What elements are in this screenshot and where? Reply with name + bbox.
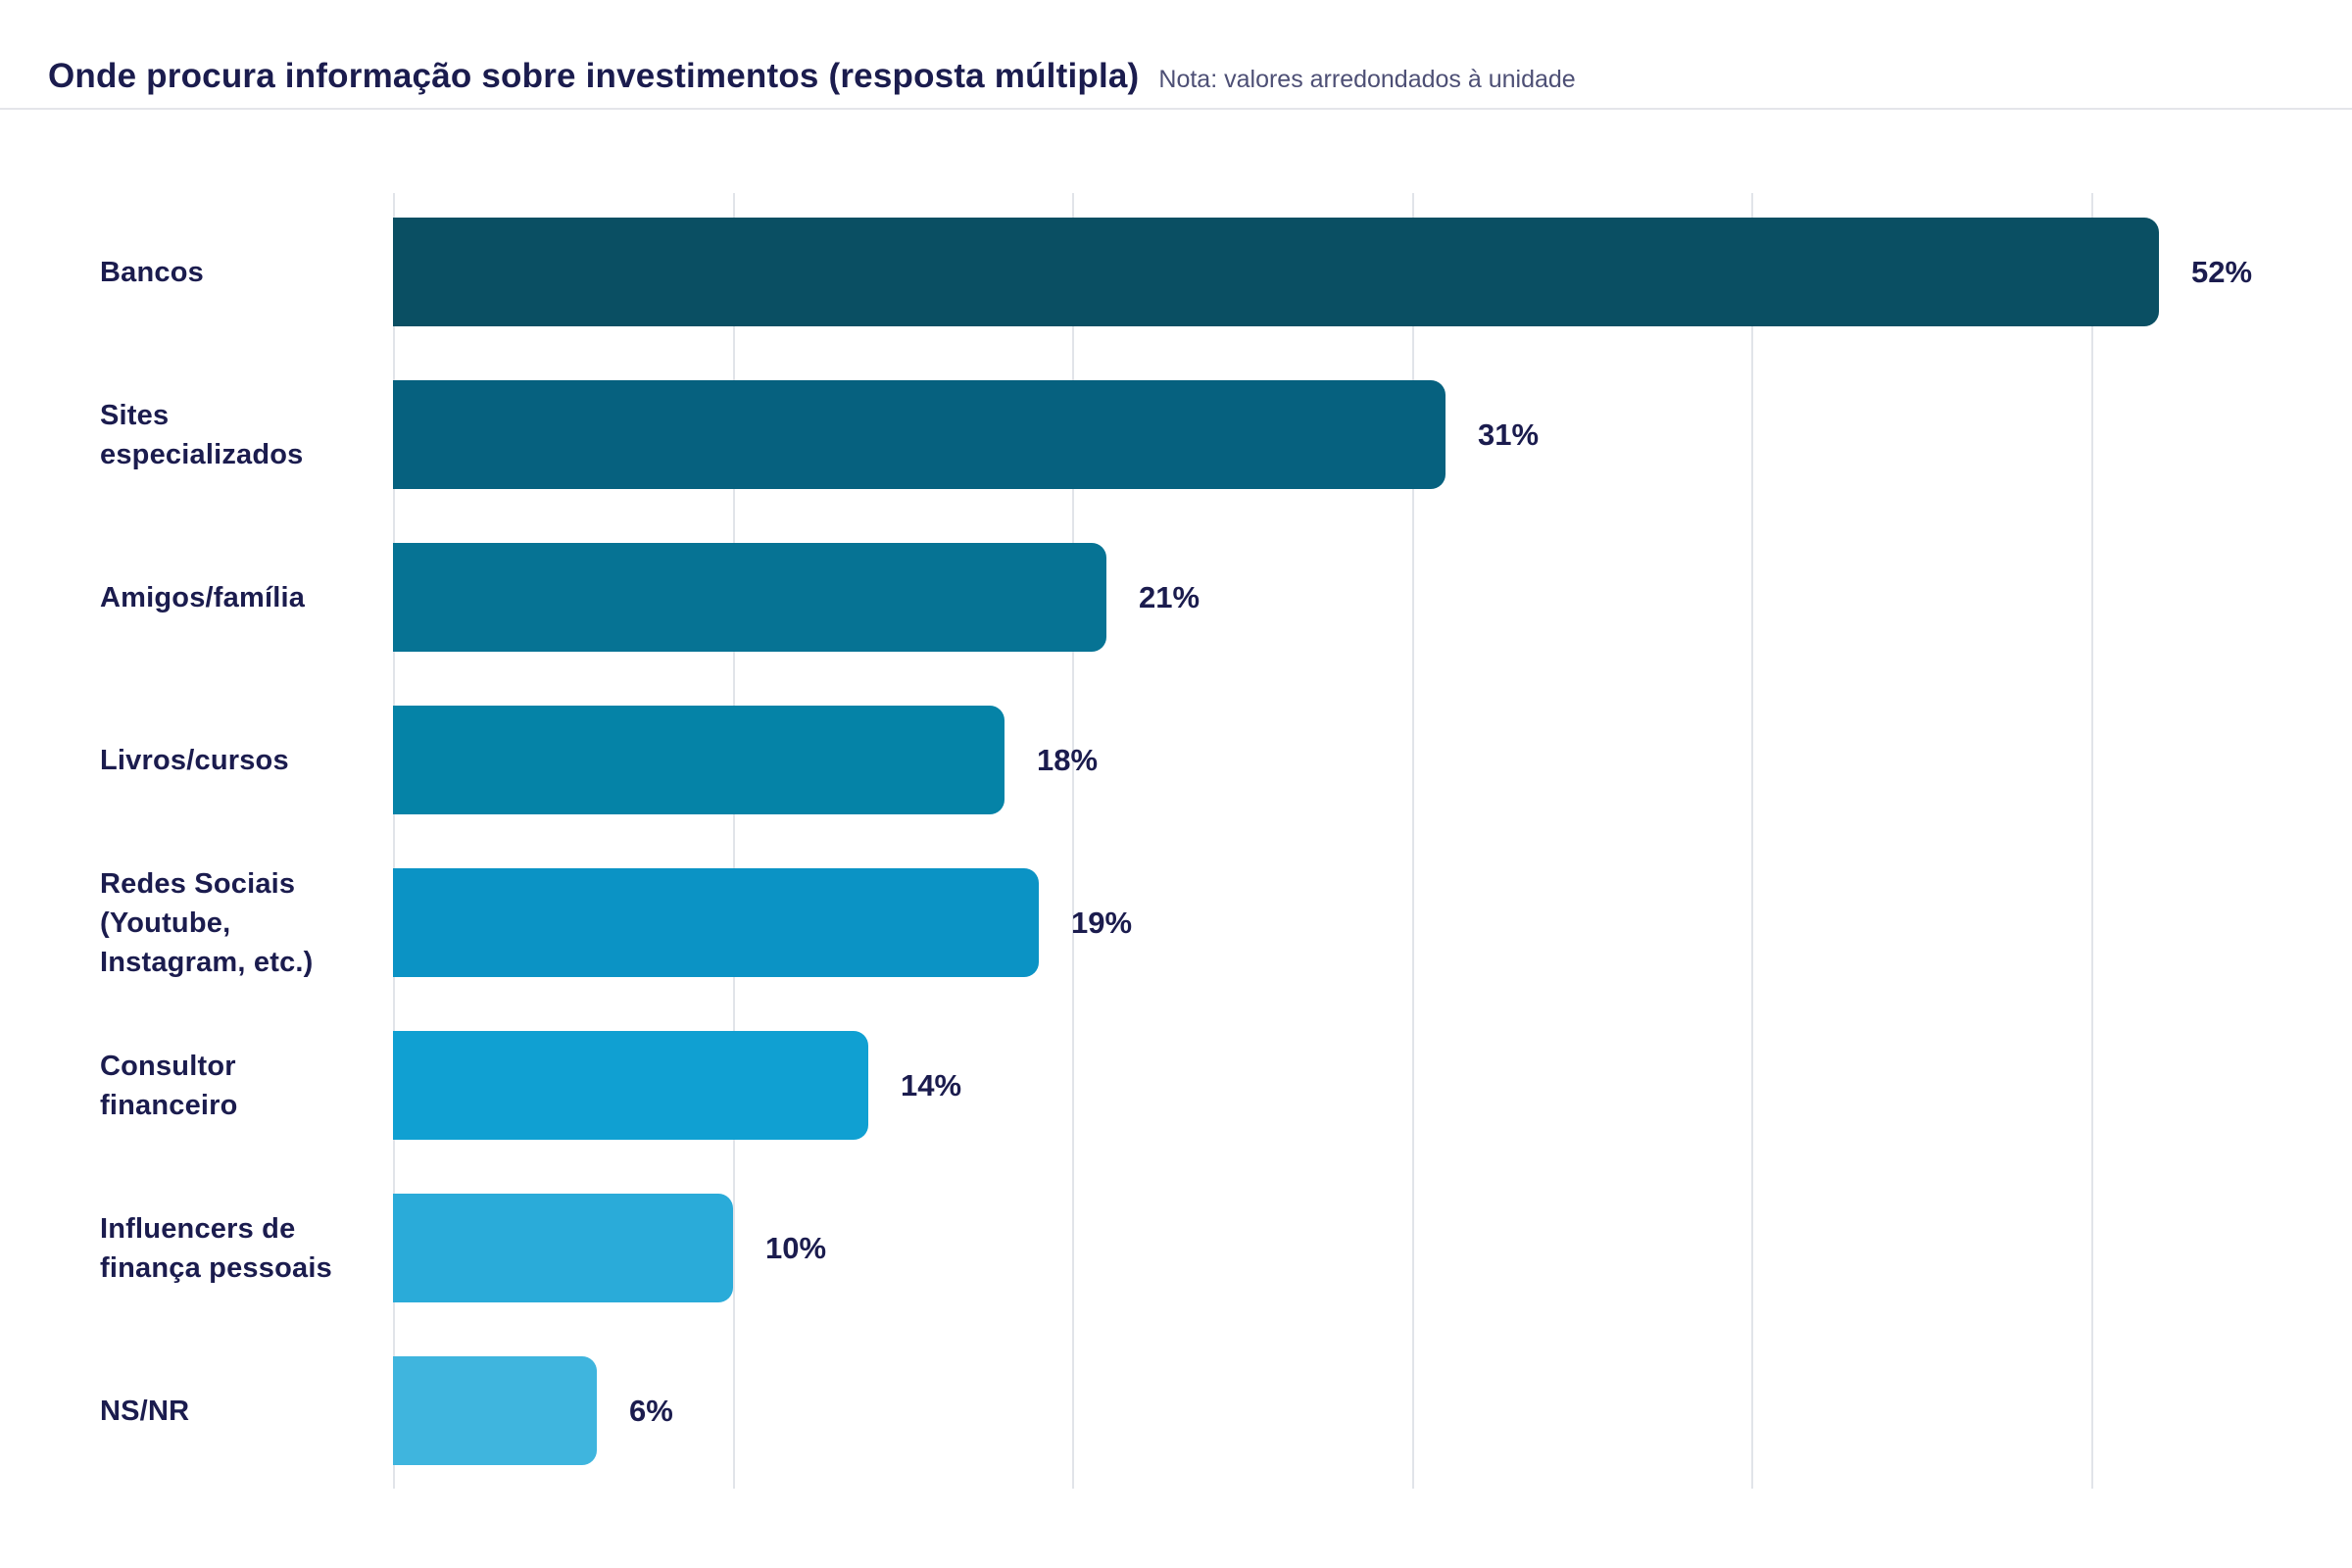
chart-row: Bancos 52% [0, 218, 2352, 326]
gridline [393, 193, 395, 1489]
category-label: Amigos/família [100, 581, 306, 613]
gridline [733, 193, 735, 1489]
bar [393, 1031, 868, 1140]
bar [393, 1356, 597, 1465]
value-label: 52% [2191, 254, 2253, 289]
category-label: NS/NR [100, 1395, 190, 1427]
value-label: 18% [1037, 742, 1099, 777]
gridline [2091, 193, 2093, 1489]
category-label: Redes Sociais (Youtube, Instagram, etc.) [100, 867, 314, 978]
value-label: 31% [1478, 416, 1540, 452]
value-label: 21% [1139, 579, 1200, 614]
category-label: Livros/cursos [100, 744, 289, 776]
category-label: Sites especializados [100, 399, 304, 470]
chart-row: NS/NR 6% [0, 1356, 2352, 1465]
page-title: Onde procura informação sobre investimen… [48, 57, 1140, 95]
gridline [1412, 193, 1414, 1489]
bar-chart: Bancos 52% Sites especializados 31% Amigos/f… [0, 112, 2352, 1568]
value-label: 10% [765, 1230, 827, 1265]
category-label: Bancos [100, 256, 204, 288]
gridline [1072, 193, 1074, 1489]
category-label: Influencers de finança pessoais [100, 1212, 332, 1284]
chart-note: Nota: valores arredondados à unidade [1158, 66, 1576, 93]
bar [393, 218, 2159, 326]
chart-row: Livros/cursos 18% [0, 706, 2352, 814]
bar [393, 380, 1446, 489]
value-label: 19% [1071, 905, 1133, 940]
chart-row: Influencers de finança pessoais 10% [0, 1194, 2352, 1302]
chart-row: Redes Sociais (Youtube, Instagram, etc.)… [0, 867, 2352, 978]
bar [393, 543, 1106, 652]
chart-row: Consultor financeiro 14% [0, 1031, 2352, 1140]
value-label: 6% [629, 1393, 673, 1428]
category-label: Consultor financeiro [100, 1050, 238, 1121]
header: Onde procura informação sobre investimen… [0, 0, 2352, 110]
gridline [1751, 193, 1753, 1489]
value-label: 14% [901, 1067, 962, 1102]
bar [393, 1194, 733, 1302]
bar [393, 706, 1004, 814]
chart-row: Amigos/família 21% [0, 543, 2352, 652]
chart-row: Sites especializados 31% [0, 380, 2352, 489]
bar [393, 868, 1039, 977]
